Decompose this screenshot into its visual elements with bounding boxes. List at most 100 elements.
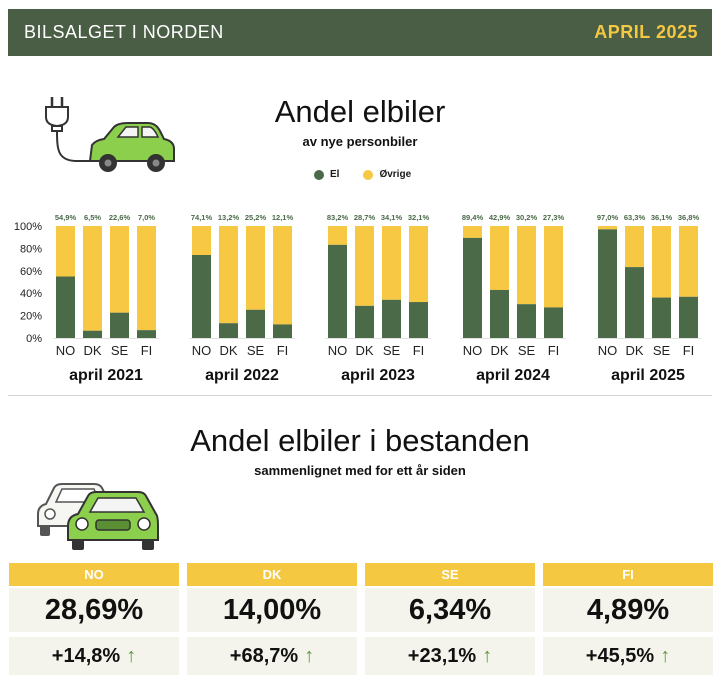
bar-ovrige: [192, 226, 211, 256]
bar-el: [382, 299, 401, 338]
bar-el: [355, 305, 374, 338]
y-tick-label: 100%: [14, 221, 42, 233]
legend-label-el: El: [330, 169, 340, 180]
chart-subtitle: av nye personbiler: [302, 134, 418, 149]
group-label: april 2025: [611, 367, 685, 384]
bar-ovrige: [679, 226, 698, 297]
group-label: april 2023: [341, 367, 415, 384]
bar-value-label: 25,2%: [245, 213, 267, 222]
stock-card-share: 6,34%: [365, 588, 535, 632]
bar-value-label: 34,1%: [381, 213, 403, 222]
arrow-up-icon: ↑: [660, 644, 671, 667]
stock-subtitle: sammenlignet med for ett år siden: [254, 463, 466, 478]
y-tick-label: 40%: [20, 288, 42, 300]
stock-card-dk: DK 14,00% +68,7% ↑: [187, 563, 357, 675]
x-tick-label: SE: [518, 343, 536, 358]
bar-ovrige: [544, 226, 563, 308]
stock-card-change-row: +68,7% ↑: [187, 637, 357, 675]
stock-card-country: DK: [187, 563, 357, 586]
bar-el: [110, 312, 129, 338]
bar-ovrige: [598, 226, 617, 230]
bar-ovrige: [246, 226, 265, 310]
group-label: april 2022: [205, 367, 279, 384]
bar-value-label: 28,7%: [354, 213, 376, 222]
bar-ovrige: [328, 226, 347, 245]
bar-value-label: 83,2%: [327, 213, 349, 222]
x-tick-label: NO: [192, 343, 212, 358]
legend-label-ovrige: Øvrige: [379, 169, 412, 180]
stock-card-no: NO 28,69% +14,8% ↑: [9, 563, 179, 675]
bar-ovrige: [273, 226, 292, 325]
x-tick-label: FI: [683, 343, 695, 358]
legend-swatch-el: [314, 169, 324, 180]
bar-el: [56, 276, 75, 338]
stock-title: Andel elbiler i bestanden: [190, 423, 530, 458]
legend-item-ovrige: Øvrige: [363, 169, 411, 180]
x-tick-label: DK: [219, 343, 237, 358]
bar-el: [273, 324, 292, 338]
y-tick-label: 60%: [20, 266, 42, 278]
bar-ovrige: [409, 226, 428, 303]
chart-title: Andel elbiler: [274, 94, 446, 129]
y-tick-label: 20%: [20, 311, 42, 323]
bar-el: [679, 296, 698, 338]
bar-value-label: 6,5%: [84, 213, 101, 222]
x-tick-label: DK: [83, 343, 101, 358]
bar-value-label: 7,0%: [138, 213, 155, 222]
stock-card-share: 4,89%: [543, 588, 713, 632]
bar-value-label: 12,1%: [272, 213, 294, 222]
bar-ovrige: [110, 226, 129, 313]
header-brand: BILSALGET I NORDEN: [24, 22, 224, 42]
stock-card-change-row: +23,1% ↑: [365, 637, 535, 675]
x-tick-label: DK: [355, 343, 373, 358]
bar-el: [409, 302, 428, 338]
bar-value-label: 97,0%: [597, 213, 619, 222]
x-tick-label: NO: [56, 343, 76, 358]
x-tick-label: SE: [383, 343, 401, 358]
legend-item-el: El: [314, 169, 339, 180]
x-tick-label: FI: [277, 343, 289, 358]
bar-el: [192, 255, 211, 338]
group-label: april 2021: [69, 367, 143, 384]
group-label: april 2024: [476, 367, 550, 384]
bar-ovrige: [137, 226, 156, 331]
bar-ovrige: [83, 226, 102, 331]
x-tick-label: DK: [625, 343, 643, 358]
bar-value-label: 36,8%: [678, 213, 700, 222]
stock-card-se: SE 6,34% +23,1% ↑: [365, 563, 535, 675]
stacked-bar-chart: 0% 20% 40% 60% 80% 100% 54,9% NO 6,5% DK 22,6% SE 7,…: [14, 213, 701, 384]
x-tick-label: FI: [548, 343, 560, 358]
stock-card-change: +23,1%: [407, 644, 477, 667]
bar-ovrige: [463, 226, 482, 238]
bar-value-label: 89,4%: [462, 213, 484, 222]
stock-card-change-row: +14,8% ↑: [9, 637, 179, 675]
bar-el: [219, 323, 238, 338]
cars-front-icon: [37, 483, 159, 550]
bar-value-label: 36,1%: [651, 213, 673, 222]
bar-value-label: 63,3%: [624, 213, 646, 222]
x-tick-label: FI: [141, 343, 153, 358]
x-tick-label: NO: [328, 343, 348, 358]
stock-card-change: +14,8%: [51, 644, 121, 667]
bar-el: [625, 267, 644, 338]
stock-card-country: FI: [543, 563, 713, 586]
stock-card-change: +68,7%: [229, 644, 299, 667]
x-tick-label: NO: [598, 343, 618, 358]
y-tick-label: 80%: [20, 243, 42, 255]
bar-ovrige: [652, 226, 671, 298]
stock-card-share: 14,00%: [187, 588, 357, 632]
bar-value-label: 42,9%: [489, 213, 511, 222]
x-tick-label: DK: [490, 343, 508, 358]
stock-card-change: +45,5%: [585, 644, 655, 667]
x-tick-label: SE: [111, 343, 129, 358]
chart-legend: El Øvrige: [314, 169, 435, 180]
bar-el: [544, 307, 563, 338]
bar-value-label: 32,1%: [408, 213, 430, 222]
bar-el: [137, 330, 156, 338]
header-bar: BILSALGET I NORDEN APRIL 2025: [8, 9, 712, 56]
arrow-up-icon: ↑: [304, 644, 315, 667]
bar-value-label: 74,1%: [191, 213, 213, 222]
x-tick-label: NO: [463, 343, 483, 358]
bar-ovrige: [490, 226, 509, 290]
bar-el: [490, 289, 509, 338]
